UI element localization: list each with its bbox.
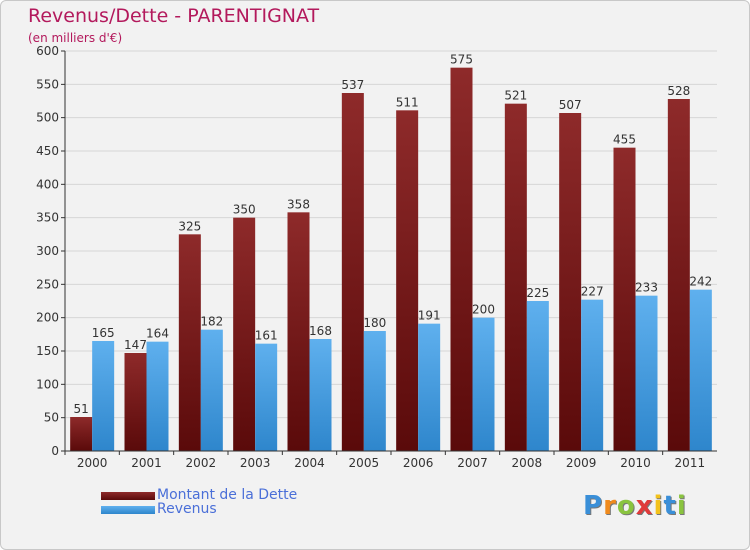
bar-dette <box>178 234 201 451</box>
x-tick-label: 2005 <box>349 456 380 470</box>
x-tick-label: 2006 <box>403 456 434 470</box>
data-label: 511 <box>396 95 419 109</box>
data-label: 242 <box>689 275 712 289</box>
bar-dette <box>287 212 310 451</box>
labels: 0 50 100 150 200 250 300 350 400 450 500 550 600 51 16… <box>36 44 712 470</box>
data-label: 168 <box>309 324 332 338</box>
legend-label-revenus: Revenus <box>157 501 217 517</box>
bar-revenus <box>526 301 549 451</box>
bar-dette <box>613 147 636 451</box>
data-label: 225 <box>526 286 549 300</box>
y-tick-label: 50 <box>44 411 59 425</box>
x-tick-label: 2001 <box>131 456 162 470</box>
bar-dette <box>70 417 93 451</box>
x-tick-label: 2004 <box>294 456 325 470</box>
data-label: 507 <box>559 98 582 112</box>
y-tick-label: 500 <box>36 111 59 125</box>
x-tick-label: 2003 <box>240 456 271 470</box>
y-tick-label: 100 <box>36 377 59 391</box>
bar-revenus <box>200 329 223 451</box>
data-label: 165 <box>92 326 115 340</box>
y-tick-label: 350 <box>36 211 59 225</box>
y-tick-label: 450 <box>36 144 59 158</box>
y-tick-label: 600 <box>36 44 59 58</box>
logo-letter: i <box>676 491 687 521</box>
legend-swatch-debt <box>101 492 155 500</box>
data-label: 325 <box>178 219 201 233</box>
grid-lines <box>65 50 717 452</box>
data-label: 191 <box>418 309 441 323</box>
data-label: 51 <box>74 402 89 416</box>
x-tick-label: 2009 <box>566 456 597 470</box>
bar-dette <box>450 67 473 452</box>
data-label: 575 <box>450 53 473 67</box>
logo-letter: t <box>663 491 677 521</box>
bar-dette <box>396 110 419 451</box>
legend-label-debt: Montant de la Dette <box>157 487 298 503</box>
data-label: 164 <box>146 327 169 341</box>
chart-subtitle: (en milliers d'€) <box>28 31 123 45</box>
logo-letter: x <box>635 491 654 521</box>
y-tick-label: 250 <box>36 277 59 291</box>
data-label: 521 <box>504 89 527 103</box>
logo-letter: o <box>616 491 636 521</box>
logo-letter: r <box>603 491 617 521</box>
bar-dette <box>504 103 527 452</box>
y-tick-label: 550 <box>36 77 59 91</box>
y-tick-label: 400 <box>36 177 59 191</box>
x-tick-label: 2002 <box>186 456 217 470</box>
data-label: 227 <box>581 285 604 299</box>
bars <box>70 67 712 452</box>
bar-revenus <box>146 341 169 451</box>
data-label: 455 <box>613 133 636 147</box>
data-label: 147 <box>124 338 147 352</box>
data-label: 350 <box>233 203 256 217</box>
y-tick-label: 200 <box>36 311 59 325</box>
bar-revenus <box>363 331 386 451</box>
data-label: 528 <box>667 84 690 98</box>
bar-revenus <box>472 317 495 451</box>
x-tick-label: 2011 <box>675 456 706 470</box>
bar-dette <box>341 93 364 451</box>
y-tick-label: 0 <box>51 444 59 458</box>
data-label: 161 <box>255 329 278 343</box>
bar-revenus <box>581 299 604 451</box>
bar-dette <box>559 113 582 451</box>
bar-revenus <box>92 341 115 451</box>
data-label: 358 <box>287 197 310 211</box>
x-tick-label: 2007 <box>457 456 488 470</box>
bar-dette <box>124 353 147 451</box>
legend-swatch-revenus <box>101 506 155 514</box>
proxiti-logo: Proxiti <box>583 491 687 521</box>
data-label: 537 <box>341 78 364 92</box>
bar-dette <box>667 99 690 451</box>
data-label: 180 <box>363 316 386 330</box>
x-tick-label: 2008 <box>512 456 543 470</box>
x-tick-label: 2010 <box>620 456 651 470</box>
data-label: 233 <box>635 281 658 295</box>
logo-letter: i <box>653 491 664 521</box>
axes <box>61 50 717 455</box>
bar-dette <box>233 217 256 451</box>
x-tick-label: 2000 <box>77 456 108 470</box>
data-label: 200 <box>472 303 495 317</box>
chart-title: Revenus/Dette - PARENTIGNAT <box>28 5 320 27</box>
y-tick-label: 150 <box>36 344 59 358</box>
y-tick-label: 300 <box>36 244 59 258</box>
bar-revenus <box>418 323 441 451</box>
bar-revenus <box>635 295 658 451</box>
logo-letter: P <box>583 491 604 521</box>
bar-revenus <box>689 289 712 451</box>
bar-revenus <box>309 339 332 451</box>
data-label: 182 <box>200 315 223 329</box>
bar-revenus <box>255 343 278 451</box>
